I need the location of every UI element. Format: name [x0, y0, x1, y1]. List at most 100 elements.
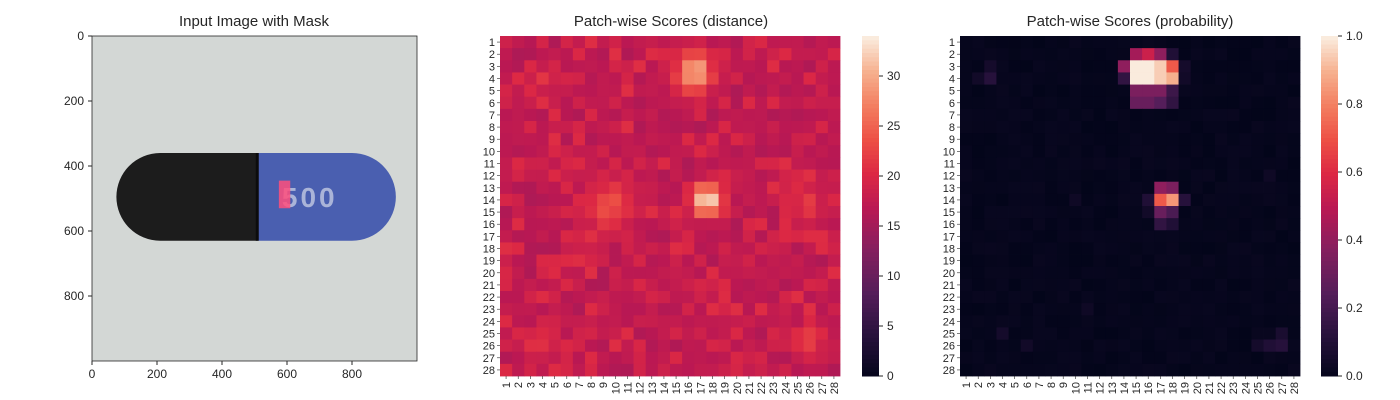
heatmap-cell	[960, 254, 973, 268]
heatmap-cell	[1215, 242, 1228, 255]
heatmap-cell	[621, 303, 634, 316]
heatmap-cell	[1105, 157, 1119, 170]
heatmap-cell	[1081, 315, 1094, 328]
colorbar-segment	[862, 78, 879, 84]
x-tick-label: 600	[277, 367, 297, 381]
heatmap-cell	[1166, 36, 1179, 49]
heatmap-cell	[1275, 315, 1289, 328]
heatmap-cell	[1142, 206, 1155, 219]
heatmap-cell	[960, 363, 973, 377]
heatmap-cell	[572, 36, 586, 49]
anomaly-mask	[278, 180, 291, 209]
heatmap-cell	[972, 193, 985, 207]
heatmap-cell	[1190, 60, 1204, 73]
heatmap-cell	[670, 339, 683, 353]
heatmap-cell	[572, 145, 586, 158]
heatmap-cell	[742, 36, 756, 49]
heatmap-cell	[996, 133, 1009, 146]
colorbar-segment	[862, 248, 879, 254]
heatmap-cell	[960, 291, 973, 304]
heatmap-cell	[1215, 96, 1228, 110]
heatmap-cell	[1215, 254, 1228, 268]
heatmap-cell	[984, 303, 997, 316]
colorbar-segment	[862, 257, 879, 262]
heatmap-cell	[1202, 133, 1216, 146]
heatmap-cell	[682, 363, 695, 377]
heatmap-cell	[1287, 303, 1301, 316]
heatmap-cell	[1215, 351, 1228, 365]
heatmap-cell	[960, 157, 973, 170]
heatmap-cell	[827, 278, 841, 292]
heatmap-cell	[767, 339, 780, 353]
heatmap-cell	[585, 278, 598, 292]
heatmap-cell	[718, 121, 732, 134]
heatmap-cell	[1263, 36, 1277, 49]
heatmap-cell	[1263, 84, 1277, 98]
heatmap-cell	[657, 72, 671, 85]
heatmap-cell	[657, 48, 671, 61]
heatmap-cell	[706, 72, 719, 85]
heatmap-cell	[572, 303, 586, 316]
heatmap-cell	[1057, 230, 1070, 243]
heatmap-cell	[597, 169, 610, 183]
heatmap-cell	[1251, 133, 1264, 146]
heatmap-cell	[1287, 181, 1301, 195]
heatmap-cell	[621, 315, 634, 328]
heatmap-cell	[1263, 206, 1277, 219]
colorbar-segment	[1321, 214, 1338, 220]
row-tick-label: 13	[483, 183, 495, 195]
heatmap-cell	[1275, 60, 1289, 73]
heatmap-cell	[536, 242, 549, 255]
heatmap-cell	[960, 145, 973, 158]
heatmap-cell	[1275, 303, 1289, 316]
heatmap-cell	[1008, 157, 1022, 170]
row-tick-label: 27	[483, 353, 495, 365]
heatmap-cell	[1130, 230, 1143, 243]
heatmap-cell	[1239, 157, 1252, 170]
heatmap-cell	[1130, 48, 1143, 61]
colorbar-segment	[1321, 274, 1338, 279]
heatmap-cell	[1093, 315, 1107, 328]
heatmap-cell	[803, 72, 817, 85]
heatmap-cell	[682, 242, 695, 255]
heatmap-cell	[718, 60, 732, 73]
heatmap-cell	[560, 36, 574, 49]
heatmap-cell	[512, 291, 525, 304]
heatmap-cell	[670, 193, 683, 207]
heatmap-cell	[779, 218, 792, 231]
heatmap-cell	[572, 315, 586, 328]
heatmap-cell	[1190, 278, 1204, 292]
heatmap-cell	[1190, 291, 1204, 304]
heatmap-cell	[682, 169, 695, 183]
colorbar-segment	[1321, 269, 1338, 275]
capsule-cap	[116, 153, 258, 241]
heatmap-cell	[694, 108, 707, 122]
heatmap-cell	[960, 206, 973, 219]
heatmap-cell	[984, 108, 997, 122]
heatmap-cell	[996, 278, 1009, 292]
heatmap-cell	[585, 363, 598, 377]
heatmap-cell	[1190, 48, 1204, 61]
heatmap-cell	[996, 339, 1009, 353]
colorbar-segment	[1321, 350, 1338, 356]
heatmap-cell	[609, 96, 622, 110]
colorbar-segment	[1321, 112, 1338, 118]
heatmap-cell	[1142, 108, 1155, 122]
heatmap-cell	[1130, 303, 1143, 316]
heatmap-cell	[1020, 48, 1034, 61]
heatmap-cell	[730, 266, 744, 280]
heatmap-cell	[1275, 351, 1289, 365]
heatmap-cell	[779, 266, 792, 280]
heatmap-cell	[779, 327, 792, 340]
heatmap-cell	[500, 363, 513, 377]
colorbar-segment	[1321, 129, 1338, 135]
heatmap-cell	[827, 242, 841, 255]
heatmap-cell	[1105, 193, 1119, 207]
heatmap-cell	[779, 84, 792, 98]
heatmap-cell	[682, 339, 695, 353]
heatmap-cell	[670, 266, 683, 280]
heatmap-cell	[1117, 121, 1131, 134]
colorbar-segment	[862, 142, 879, 147]
heatmap-cell	[633, 254, 647, 268]
